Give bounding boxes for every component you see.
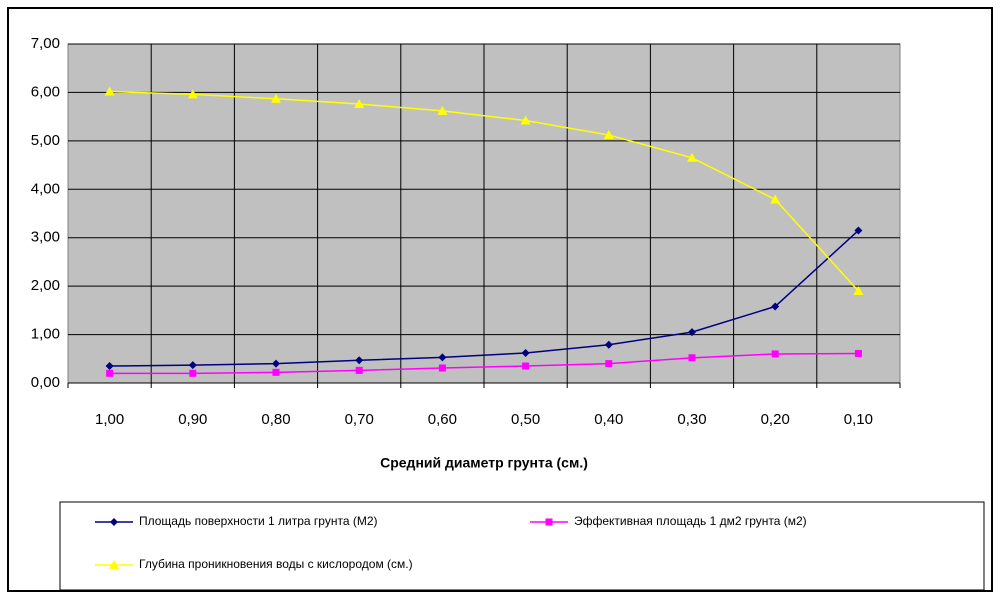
data-point — [189, 369, 197, 377]
data-point — [853, 285, 864, 295]
x-tick-label: 0,90 — [178, 411, 207, 428]
legend-label: Глубина проникновения воды с кислородом … — [139, 557, 413, 571]
y-tick-label: 5,00 — [31, 132, 60, 149]
x-tick-label: 0,60 — [428, 411, 457, 428]
x-axis-title: Средний диаметр грунта (см.) — [380, 455, 588, 471]
data-point — [687, 152, 697, 162]
legend-label: Площадь поверхности 1 литра грунта (М2) — [139, 514, 378, 528]
y-tick-label: 2,00 — [31, 277, 60, 294]
series-line — [109, 90, 859, 292]
x-tick-label: 0,80 — [261, 411, 290, 428]
data-point — [771, 302, 780, 311]
y-tick-label: 0,00 — [31, 374, 60, 391]
series-line — [109, 352, 859, 375]
x-tick-label: 0,70 — [345, 411, 374, 428]
legend-box — [59, 501, 985, 591]
x-tick-label: 0,10 — [844, 411, 873, 428]
data-point — [105, 362, 114, 371]
data-point — [104, 86, 115, 96]
data-point — [521, 348, 530, 357]
legend-marker — [109, 560, 119, 569]
data-point — [854, 349, 862, 357]
data-point — [187, 89, 198, 99]
data-point — [771, 350, 779, 358]
legend-marker — [110, 518, 118, 526]
y-tick-label: 4,00 — [31, 180, 60, 197]
y-tick-label: 6,00 — [31, 83, 60, 100]
x-tick-label: 0,20 — [761, 411, 790, 428]
legend-label: Эффективная площадь 1 дм2 грунта (м2) — [574, 514, 807, 528]
data-point — [605, 360, 613, 368]
data-point — [354, 99, 365, 109]
data-point — [603, 130, 614, 140]
data-point — [355, 356, 364, 365]
data-point — [854, 226, 863, 235]
data-point — [604, 340, 613, 349]
data-point — [688, 354, 696, 362]
data-point — [438, 364, 446, 372]
data-point — [522, 362, 530, 370]
data-point — [437, 105, 448, 115]
x-tick-label: 0,40 — [594, 411, 623, 428]
y-tick-label: 7,00 — [31, 35, 60, 52]
y-tick-label: 3,00 — [31, 229, 60, 246]
data-point — [188, 361, 197, 370]
data-point — [106, 369, 114, 377]
data-point — [438, 353, 447, 362]
data-point — [688, 328, 696, 337]
y-tick-label: 1,00 — [31, 326, 60, 343]
data-point — [355, 366, 363, 374]
series-line — [109, 229, 859, 367]
data-point — [272, 359, 280, 368]
x-tick-label: 1,00 — [95, 411, 124, 428]
data-point — [271, 93, 281, 103]
legend-marker — [545, 518, 553, 526]
data-point — [770, 194, 781, 204]
x-tick-label: 0,30 — [677, 411, 706, 428]
x-tick-label: 0,50 — [511, 411, 540, 428]
data-point — [520, 115, 531, 125]
data-point — [272, 368, 280, 376]
